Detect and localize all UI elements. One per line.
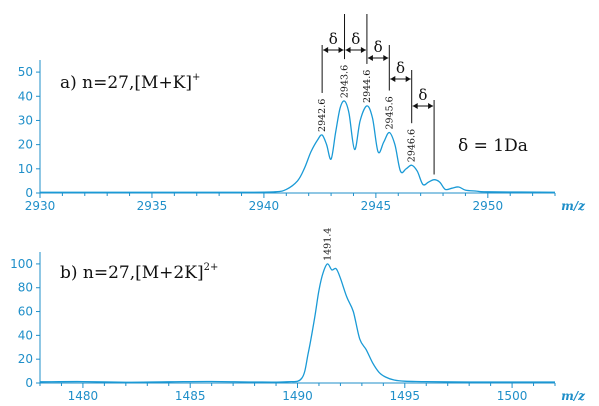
y-tick-label: 0 xyxy=(25,186,33,200)
x-tick-label: 2930 xyxy=(25,199,56,213)
y-tick-label: 0 xyxy=(25,376,33,390)
delta-arrowhead xyxy=(345,47,351,53)
x-tick-label: 1490 xyxy=(282,389,313,403)
x-tick-label: 2935 xyxy=(137,199,168,213)
delta-arrowhead xyxy=(367,55,373,61)
x-tick-label: 2950 xyxy=(473,199,504,213)
panel-a: a) n=27,[M+K]+ δ = 1Da 0 10 20 30 40 50 2930 29… xyxy=(18,14,586,213)
spectrum-line xyxy=(39,263,555,383)
x-tick-label: 2940 xyxy=(249,199,280,213)
y-tick-label: 20 xyxy=(18,138,33,152)
delta-symbol: δ xyxy=(351,30,360,48)
y-tick-label: 20 xyxy=(18,352,33,366)
x-tick-label: 1495 xyxy=(390,389,421,403)
x-axis-label: m/z xyxy=(561,199,586,213)
delta-arrowhead xyxy=(338,47,344,53)
y-tick-label: 100 xyxy=(10,257,33,271)
x-axis-label: m/z xyxy=(561,389,586,403)
peak-label: 1491.4 xyxy=(323,228,334,261)
delta-symbol: δ xyxy=(329,30,338,48)
panel-a-label: a) n=27,[M+K]+ xyxy=(60,72,200,93)
y-tick-label: 80 xyxy=(18,281,33,295)
panel-b-label: b) n=27,[M+2K]2+ xyxy=(60,262,218,283)
delta-annotation: δ = 1Da xyxy=(458,136,528,156)
peak-label: 2944.6 xyxy=(362,70,373,103)
delta-arrowhead xyxy=(428,103,434,109)
delta-symbol: δ xyxy=(396,59,405,77)
x-tick-label: 1485 xyxy=(175,389,206,403)
delta-symbol: δ xyxy=(374,38,383,56)
delta-symbol: δ xyxy=(418,86,427,104)
panel-b: b) n=27,[M+2K]2+ 0 20 40 60 80 100 1480 1485 149… xyxy=(10,228,586,403)
spectrum-line xyxy=(40,100,556,193)
y-tick-label: 40 xyxy=(18,328,33,342)
delta-arrowhead xyxy=(360,47,366,53)
y-tick-label: 50 xyxy=(18,65,33,79)
delta-arrowhead xyxy=(405,76,411,82)
peak-label: 2942.6 xyxy=(317,99,328,132)
peak-label: 2943.6 xyxy=(340,65,351,98)
delta-arrowhead xyxy=(383,55,389,61)
peak-label: 2946.6 xyxy=(407,129,418,162)
y-tick-label: 40 xyxy=(18,89,33,103)
delta-arrowhead xyxy=(412,103,418,109)
x-tick-label: 1500 xyxy=(497,389,528,403)
delta-arrowhead xyxy=(323,47,329,53)
y-tick-label: 30 xyxy=(18,113,33,127)
y-tick-label: 60 xyxy=(18,305,33,319)
x-tick-label: 2945 xyxy=(361,199,392,213)
peak-label: 2945.6 xyxy=(384,96,395,129)
delta-arrowhead xyxy=(390,76,396,82)
x-tick-label: 1480 xyxy=(68,389,99,403)
y-tick-label: 10 xyxy=(18,162,33,176)
